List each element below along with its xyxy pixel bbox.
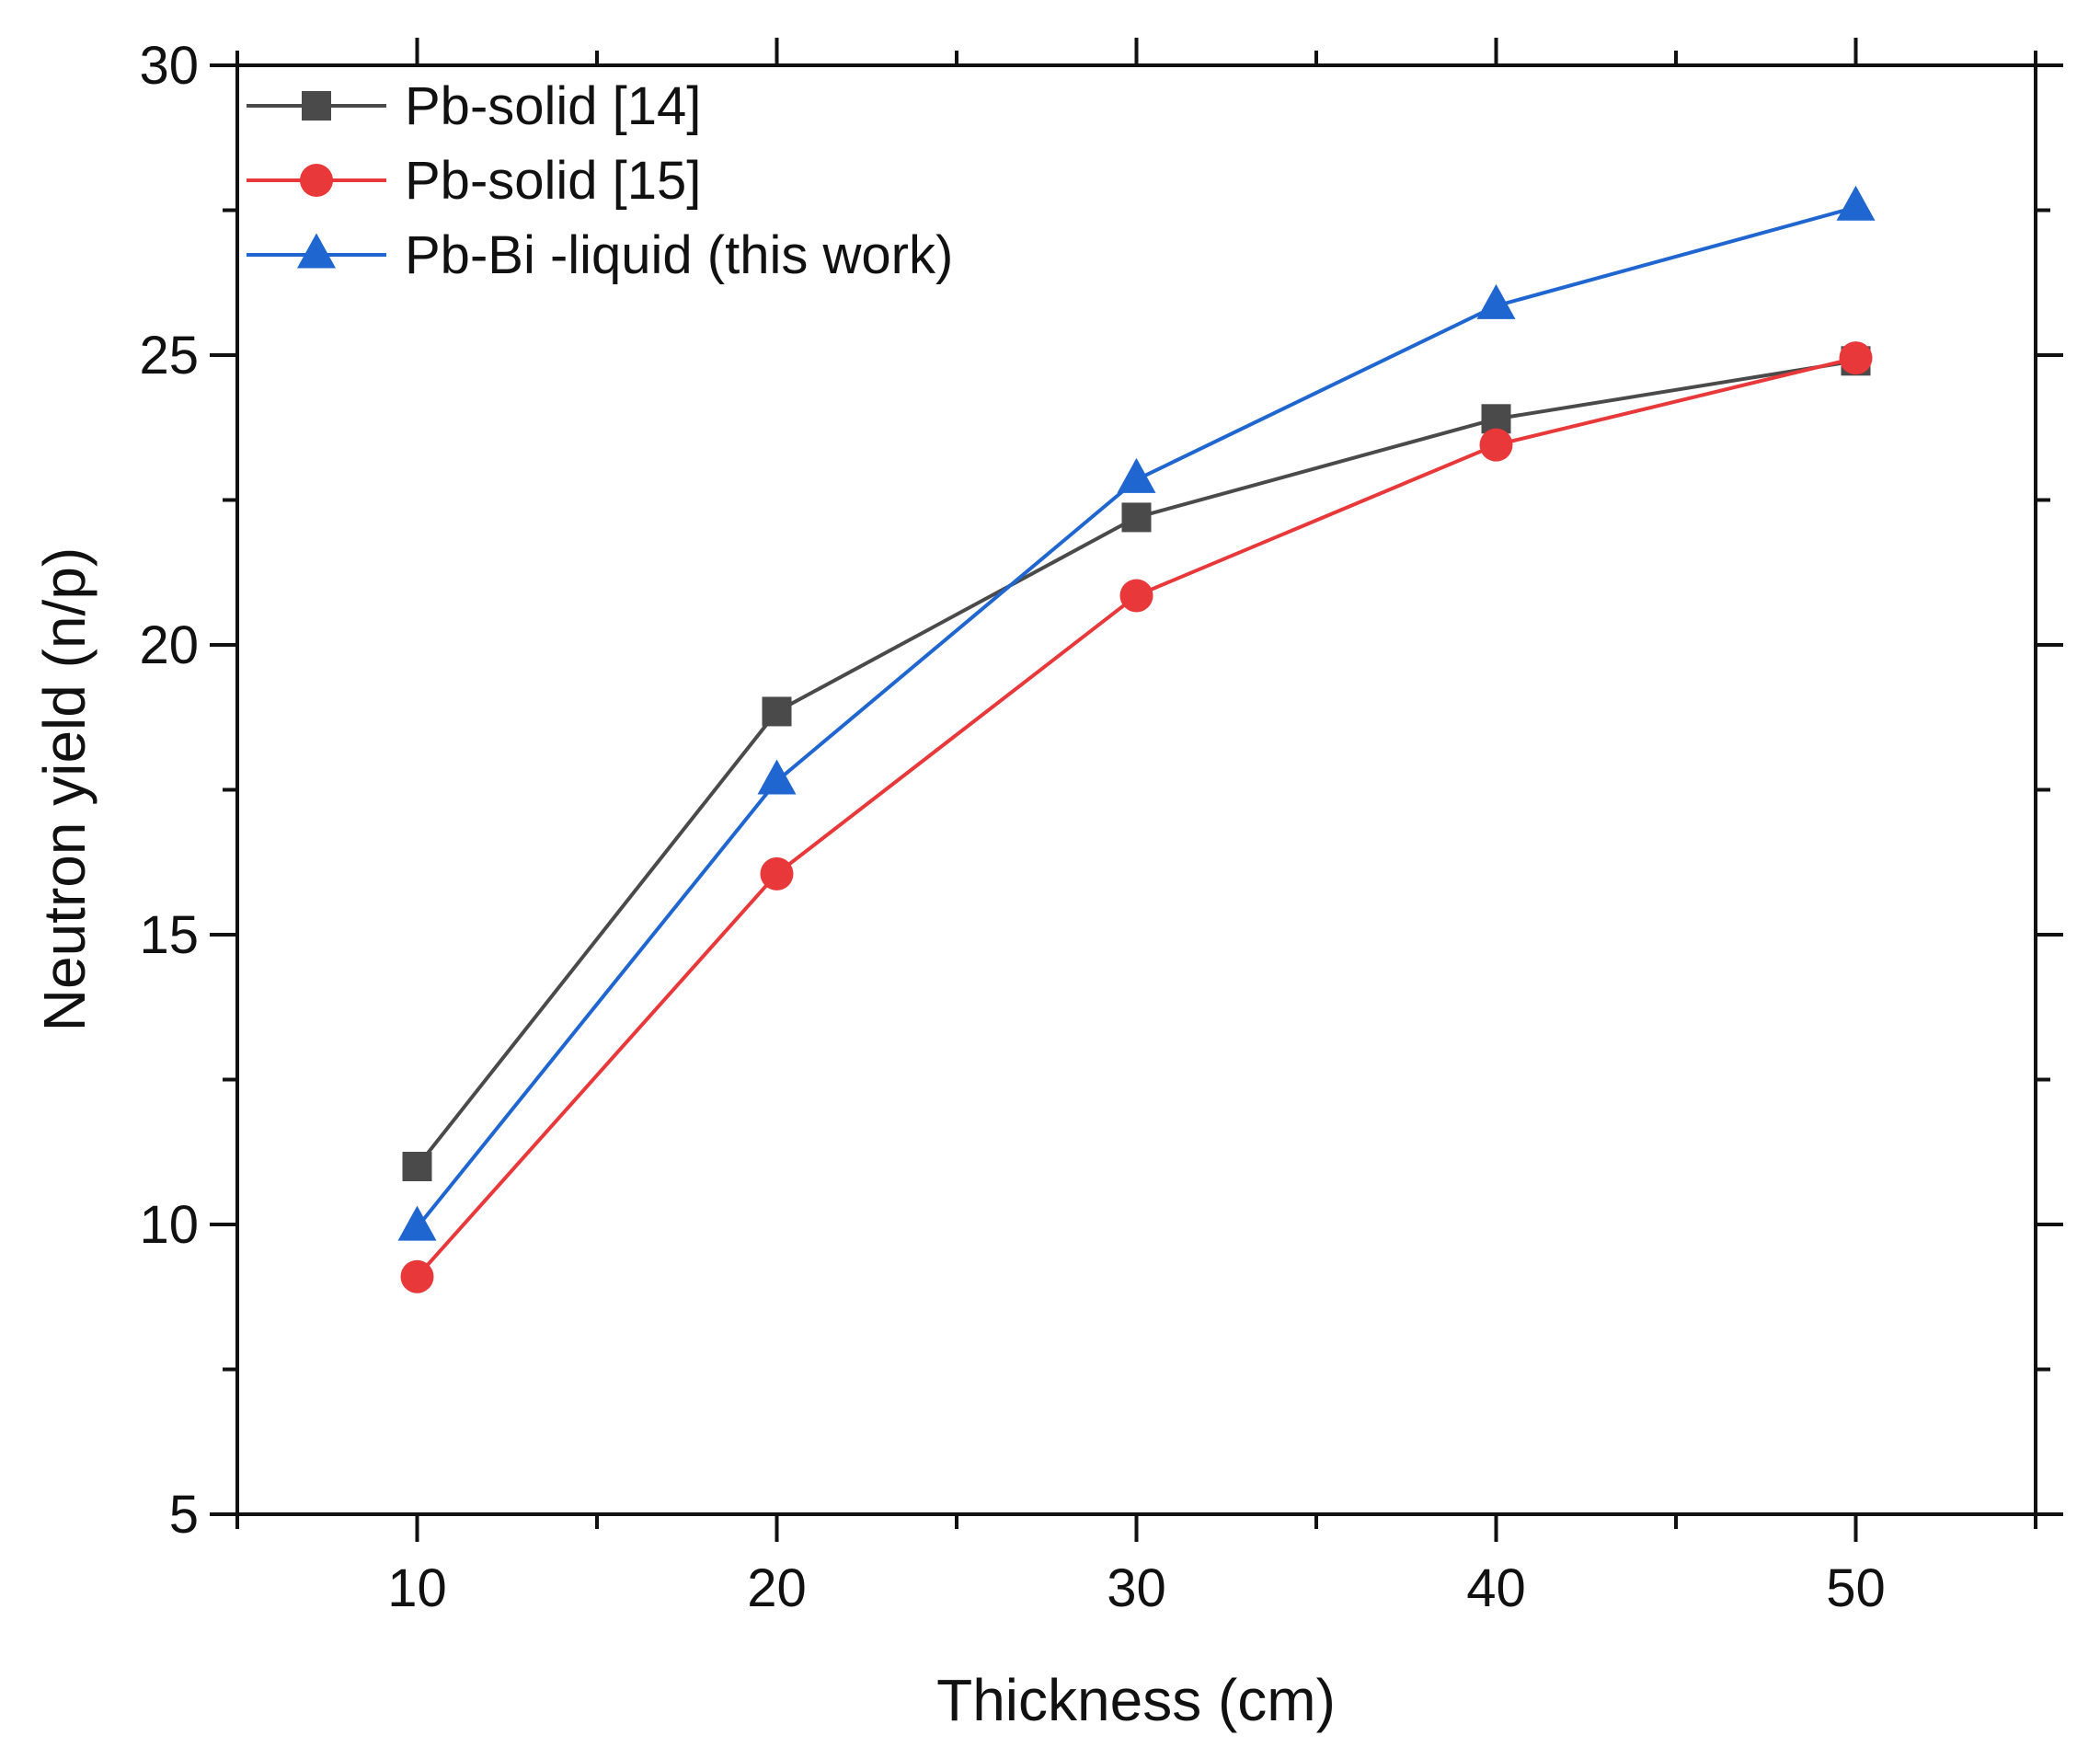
data-point-square [762,696,792,727]
data-point-triangle [397,1205,437,1241]
legend-marker-square [302,91,331,121]
x-tick-label: 40 [1466,1558,1526,1618]
y-tick-label: 30 [139,36,199,96]
data-point-circle [760,856,794,891]
y-tick-label: 25 [139,326,199,385]
y-axis-title: Neutron yield (n/p) [31,547,98,1031]
series-line [415,205,1857,1229]
data-point-square [402,1152,432,1181]
y-tick-label: 15 [139,905,199,965]
data-point-circle [400,1259,434,1293]
series-circle [400,341,1873,1293]
legend-marker-triangle [297,233,336,269]
legend-item: Pb-Bi -liquid (this work) [247,225,953,285]
series-layer [397,185,1876,1293]
data-point-triangle [1117,457,1156,493]
x-tick-label: 20 [747,1558,807,1618]
legend-label: Pb-solid [14] [405,76,701,136]
axis-ticks [210,38,2063,1542]
legend: Pb-solid [14] Pb-solid [15] Pb-Bi -liquid … [247,76,953,285]
x-tick-label: 30 [1107,1558,1166,1618]
series-line [416,356,1856,1279]
legend-label: Pb-solid [15] [405,151,701,211]
data-point-circle [1479,428,1513,462]
y-tick-label: 20 [139,615,199,675]
data-point-triangle [757,759,797,795]
x-axis-title: Thickness (cm) [936,1667,1336,1733]
legend-label: Pb-Bi -liquid (this work) [405,225,953,285]
y-tick-label: 10 [139,1195,199,1255]
data-point-square [1121,502,1152,533]
x-tick-label: 10 [387,1558,447,1618]
y-tick-labels: 5 10 15 20 25 30 [139,36,199,1545]
data-point-circle [1839,341,1873,375]
legend-item: Pb-solid [15] [247,151,701,211]
data-point-triangle [1476,283,1516,319]
data-point-triangle [1836,185,1876,221]
x-tick-labels: 10 20 30 40 50 [387,1558,1886,1618]
x-tick-label: 50 [1826,1558,1886,1618]
legend-marker-circle [300,164,333,197]
legend-item: Pb-solid [14] [247,76,701,136]
data-point-circle [1119,579,1153,613]
y-tick-label: 5 [169,1485,199,1545]
series-triangle [397,185,1876,1241]
